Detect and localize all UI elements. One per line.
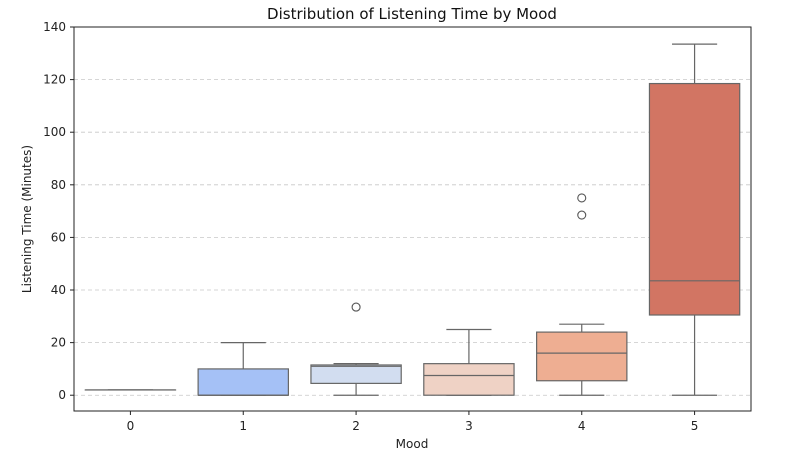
plot-frame [73, 26, 752, 412]
box [310, 364, 402, 384]
x-tick-label: 1 [239, 419, 247, 433]
box-group-5 [648, 43, 741, 396]
box-group-4 [536, 193, 628, 396]
box-group-2 [310, 302, 402, 396]
chart-title: Distribution of Listening Time by Mood [267, 5, 557, 23]
y-tick-label: 40 [51, 283, 66, 297]
y-tick-label: 60 [51, 230, 66, 244]
outlier-point [351, 302, 361, 312]
y-tick-label: 20 [51, 336, 66, 350]
x-tick-label: 4 [578, 419, 586, 433]
outlier-point [577, 193, 587, 203]
x-tick-label: 5 [691, 419, 699, 433]
y-tick-label: 120 [43, 73, 66, 87]
box [197, 368, 289, 396]
box [536, 331, 628, 382]
box [648, 82, 741, 316]
box-group-1 [197, 342, 289, 396]
x-tick-label: 0 [127, 419, 135, 433]
x-tick-label: 3 [465, 419, 473, 433]
x-axis-label: Mood [396, 437, 429, 451]
y-tick-label: 140 [43, 20, 66, 34]
y-tick-label: 80 [51, 178, 66, 192]
y-axis-ticks: 0 20 40 60 80 100 120 140 [43, 20, 74, 402]
outlier-point [577, 210, 587, 220]
box-group-3 [423, 328, 515, 396]
y-tick-label: 0 [58, 388, 66, 402]
x-axis-ticks: 0 1 2 3 4 5 [127, 411, 699, 433]
x-tick-label: 2 [352, 419, 360, 433]
box [423, 363, 515, 396]
y-axis-label: Listening Time (Minutes) [20, 145, 34, 293]
y-tick-label: 100 [43, 125, 66, 139]
box-series [84, 43, 741, 396]
